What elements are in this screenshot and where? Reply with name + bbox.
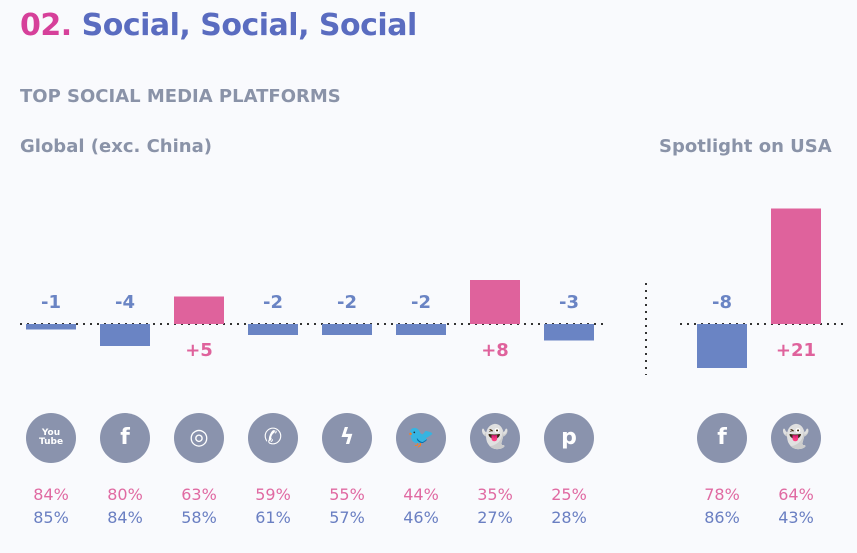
pct-bottom-label: 43% (778, 508, 814, 527)
whatsapp-icon: ✆ (248, 413, 298, 463)
pct-top-label: 64% (778, 485, 814, 504)
panel-title-usa: Spotlight on USA (659, 136, 832, 157)
snapchat-icon: 👻 (470, 413, 520, 463)
bar-snapchat (470, 280, 520, 324)
pct-top-label: 84% (33, 485, 69, 504)
data-label: -8 (712, 292, 732, 313)
data-label: -2 (411, 292, 431, 313)
data-label: +8 (481, 340, 509, 361)
data-label: -3 (559, 292, 579, 313)
pct-bottom-label: 46% (403, 508, 439, 527)
page-title: 02. Social, Social, Social (20, 8, 417, 43)
facebook-icon: f (100, 413, 150, 463)
pct-top-label: 80% (107, 485, 143, 504)
youtube-icon: You Tube (26, 413, 76, 463)
bar-whatsapp (248, 324, 298, 335)
pct-top-label: 63% (181, 485, 217, 504)
data-label: -2 (337, 292, 357, 313)
data-label: -1 (41, 292, 61, 313)
instagram-icon: ◎ (174, 413, 224, 463)
data-label: +21 (776, 340, 816, 361)
bar-twitter (396, 324, 446, 335)
bar-facebook (697, 324, 747, 368)
twitter-icon: 🐦 (396, 413, 446, 463)
bar-instagram (174, 296, 224, 324)
pinterest-icon: p (544, 413, 594, 463)
pct-bottom-label: 61% (255, 508, 291, 527)
pct-bottom-label: 58% (181, 508, 217, 527)
pct-top-label: 35% (477, 485, 513, 504)
bar-facebook (100, 324, 150, 346)
data-label: -4 (115, 292, 135, 313)
data-label: +5 (185, 340, 213, 361)
pct-top-label: 25% (551, 485, 587, 504)
pct-bottom-label: 84% (107, 508, 143, 527)
pct-top-label: 78% (704, 485, 740, 504)
pct-bottom-label: 57% (329, 508, 365, 527)
pct-bottom-label: 27% (477, 508, 513, 527)
bar-snapchat (771, 208, 821, 324)
pct-bottom-label: 85% (33, 508, 69, 527)
section-number: 02. (20, 8, 72, 43)
bar-messenger (322, 324, 372, 335)
bar-youtube (26, 324, 76, 330)
pct-bottom-label: 86% (704, 508, 740, 527)
bar-pinterest (544, 324, 594, 341)
messenger-icon: ϟ (322, 413, 372, 463)
snapchat-icon: 👻 (771, 413, 821, 463)
data-label: -2 (263, 292, 283, 313)
pct-bottom-label: 28% (551, 508, 587, 527)
subheading: TOP SOCIAL MEDIA PLATFORMS (20, 86, 341, 107)
pct-top-label: 55% (329, 485, 365, 504)
pct-top-label: 59% (255, 485, 291, 504)
section-title: Social, Social, Social (81, 8, 418, 43)
facebook-icon: f (697, 413, 747, 463)
pct-top-label: 44% (403, 485, 439, 504)
panel-title-global: Global (exc. China) (20, 136, 212, 157)
